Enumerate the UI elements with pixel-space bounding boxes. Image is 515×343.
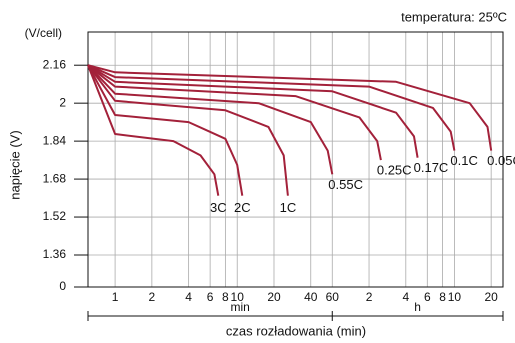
x-tick-label: 2 xyxy=(366,290,373,304)
x-tick-label: 6 xyxy=(207,290,214,304)
x-tick-label: 1 xyxy=(112,290,119,304)
y-tick-label: 1.84 xyxy=(43,133,67,147)
discharge-curve xyxy=(87,64,334,175)
series-label: 1C xyxy=(280,200,297,215)
x-tick-label: 20 xyxy=(484,290,498,304)
x-unit-label: h xyxy=(414,300,421,314)
y-tick-label: 1.68 xyxy=(43,171,67,185)
x-tick-label: 40 xyxy=(304,290,318,304)
series-label: 0.1C xyxy=(450,153,477,168)
x-axis-label: czas rozładowania (min) xyxy=(226,323,366,338)
series-label: 0.25C xyxy=(377,163,412,178)
annotation: temperatura: 25ºC xyxy=(401,9,507,24)
y-tick-label: 1.52 xyxy=(43,209,67,223)
x-tick-label: 2 xyxy=(149,290,156,304)
x-tick-label: 60 xyxy=(326,290,340,304)
series-label: 0.17C xyxy=(414,160,449,175)
y-axis-label: napięcie (V) xyxy=(7,130,22,199)
discharge-curve xyxy=(87,64,220,196)
y-unit: (V/cell) xyxy=(25,26,62,40)
discharge-curve xyxy=(87,64,244,196)
x-tick-label: 20 xyxy=(267,290,281,304)
discharge-curve xyxy=(87,64,456,151)
x-tick-label: 6 xyxy=(424,290,431,304)
y-tick-label: 0 xyxy=(59,279,66,293)
discharge-curve xyxy=(87,64,493,151)
series-label: 0.05C xyxy=(487,153,515,168)
discharge-curve xyxy=(87,64,289,196)
x-tick-label: 8 xyxy=(439,290,446,304)
x-tick-label: 8 xyxy=(222,290,229,304)
y-tick-label: 2 xyxy=(59,95,66,109)
x-tick-label: 10 xyxy=(231,290,245,304)
y-tick-label: 1.36 xyxy=(43,247,67,261)
y-tick-label: 2.16 xyxy=(43,57,67,71)
x-unit-label: min xyxy=(230,300,249,314)
series-label: 2C xyxy=(234,200,251,215)
x-tick-label: 4 xyxy=(185,290,192,304)
plot-frame xyxy=(87,31,504,288)
x-tick-label: 4 xyxy=(402,290,409,304)
series-label: 0.55C xyxy=(328,177,363,192)
discharge-curve xyxy=(87,64,382,161)
discharge-curve xyxy=(87,64,419,158)
series-label: 3C xyxy=(210,200,227,215)
x-tick-label: 10 xyxy=(448,290,462,304)
